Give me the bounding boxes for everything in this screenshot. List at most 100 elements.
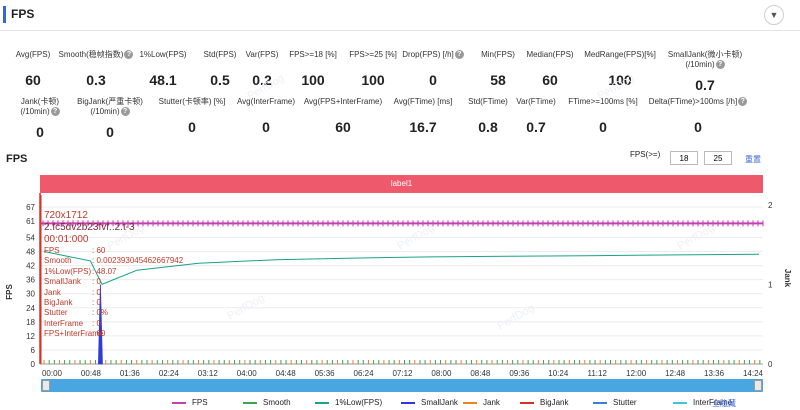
metric-value: 0.7 (526, 119, 546, 135)
metrics_row2-metric: BigJank(严重卡顿) (/10min)? 0 (50, 97, 170, 141)
metric-value: 60 (542, 72, 558, 88)
tooltip-key: InterFrame (44, 318, 84, 328)
metrics_row2-metric: Stutter(卡顿率) [%] 0 (132, 97, 252, 141)
x-tick-label: 04:00 (237, 369, 258, 378)
x-tick-label: 00:00 (42, 369, 63, 378)
metric-label-text: Var(FTime) (516, 97, 556, 106)
x-tick-label: 14:24 (743, 369, 764, 378)
metric-value: 0 (106, 124, 114, 140)
metric-label-text: Avg(FPS) (15, 50, 51, 59)
metric-value: 48.1 (149, 72, 177, 88)
metric-value: 0 (694, 119, 702, 135)
metric-label: Jank(卡顿) (/10min)? (0, 97, 100, 117)
help-icon[interactable]: ? (454, 50, 464, 60)
slider-left-handle[interactable] (42, 380, 50, 391)
tooltip-value: : 0.002393045462667942 (92, 256, 184, 266)
metric-label-text: Std(FTime) (468, 97, 508, 106)
help-icon[interactable]: ? (120, 107, 130, 117)
metric-value: 0 (429, 72, 437, 88)
watermark-text: PerfDog (496, 302, 537, 333)
tooltip-time: 00:01:000 (44, 234, 89, 245)
metric-label: Avg(FTime) [ms] (363, 97, 483, 107)
time-range-slider[interactable] (41, 379, 763, 392)
panel-title: FPS (11, 7, 35, 21)
metric-value: 0 (36, 124, 44, 140)
metric-value: 60 (25, 72, 41, 88)
tooltip-row: 1%Low(FPS): 48.07 (44, 267, 183, 277)
threshold-high-input[interactable] (704, 151, 732, 165)
tooltip-value: : 60 (92, 329, 106, 339)
metric-value: 100 (361, 72, 385, 88)
legend-swatch (520, 402, 534, 404)
metric-value: 0.2 (252, 72, 272, 88)
metrics_row1-metric: Std(FPS) 0.5 (160, 50, 280, 94)
chevron-down-icon[interactable]: ▼ (764, 5, 784, 25)
y-tick-label: 54 (26, 233, 35, 242)
tooltip-value: : 0 (92, 287, 101, 297)
y-tick-label: 6 (31, 346, 36, 355)
y-tick-label: 48 (26, 248, 35, 257)
chart-legend: FPS Smooth 1%Low(FPS) SmallJank Jank BigJank S… (0, 398, 800, 410)
threshold-low-input[interactable] (670, 151, 698, 165)
x-tick-label: 08:00 (431, 369, 452, 378)
tooltip-row: SmallJank: 0 (44, 277, 183, 287)
metric-label-text: Delta(FTime)>100ms [/h] (648, 97, 738, 106)
metric-label: Avg(FPS) (0, 50, 93, 60)
watermark-text: PerfDog (596, 72, 637, 103)
metric-label-text: Avg(FTime) [ms] (393, 97, 453, 106)
help-icon[interactable]: ? (738, 97, 748, 107)
tooltip-value: : 0 (92, 318, 101, 328)
help-icon[interactable]: ? (50, 107, 60, 117)
legend-label: BigJank (540, 398, 569, 407)
tooltip-value: : 60 (92, 246, 106, 255)
slider-right-handle[interactable] (754, 380, 762, 391)
tooltip-row: Smooth: 0.002393045462667942 (44, 256, 183, 266)
tooltip-resolution: 720x1712 (44, 210, 88, 221)
legend-swatch (593, 402, 607, 404)
metric-label: Median(FPS) (490, 50, 610, 60)
legend-label: InterFrame (693, 398, 733, 407)
metric-value: 0 (262, 119, 270, 135)
metrics_row1-metric: FPS>=18 [%] 100 (253, 50, 373, 94)
watermark-text: PerfDog (246, 72, 287, 103)
header-divider (0, 30, 800, 31)
legend-label: Stutter (613, 398, 637, 407)
metric-label-text: Avg(FPS+InterFrame) (303, 97, 383, 106)
metric-label: FPS>=25 [%] (313, 50, 433, 60)
tooltip-value: : 0 (92, 277, 101, 287)
metric-label-text: FPS>=25 [%] (349, 50, 397, 59)
metric-label-text: SmallJank(微小卡顿) (667, 50, 743, 59)
reset-link[interactable]: 重置 (745, 155, 761, 164)
metric-label-text: FTime>=100ms [%] (568, 97, 638, 106)
metric-value: 0 (599, 119, 607, 135)
legend-swatch (172, 402, 186, 404)
metric-label-text: Median(FPS) (526, 50, 574, 59)
legend-label: 1%Low(FPS) (335, 398, 383, 407)
smalljank-spike (98, 284, 103, 365)
metric-value: 0.7 (695, 77, 715, 93)
tooltip-value: : 0 (92, 298, 101, 308)
x-tick-label: 13:36 (704, 369, 725, 378)
hide-all-link[interactable]: 全隐藏 (712, 399, 736, 408)
tooltip-key: Stutter (44, 308, 68, 318)
metrics_row2-metric: Avg(FPS+InterFrame) 60 (283, 97, 403, 141)
y-tick-label: 61 (26, 217, 35, 226)
chart-title: FPS (6, 153, 28, 165)
metric-label: Var(FPS) (202, 50, 322, 60)
help-icon[interactable]: ? (715, 60, 725, 70)
legend-swatch (673, 402, 687, 404)
metric-label: Std(FPS) (160, 50, 280, 60)
help-icon[interactable]: ? (124, 50, 134, 60)
tooltip-key: BigJank (44, 298, 73, 308)
threshold-label: FPS(>=) (630, 150, 661, 159)
metric-value: 100 (608, 72, 632, 88)
metric-label: Stutter(卡顿率) [%] (132, 97, 252, 107)
metric-label: MedRange(FPS)[%] (560, 50, 680, 60)
tooltip-row: Stutter: 0% (44, 308, 183, 318)
x-tick-label: 08:48 (470, 369, 491, 378)
tooltip-value: : 48.07 (92, 266, 117, 276)
metrics_row1-metric: FPS>=25 [%] 100 (313, 50, 433, 94)
legend-swatch (243, 402, 257, 404)
label-bar[interactable]: label1 (40, 175, 763, 193)
